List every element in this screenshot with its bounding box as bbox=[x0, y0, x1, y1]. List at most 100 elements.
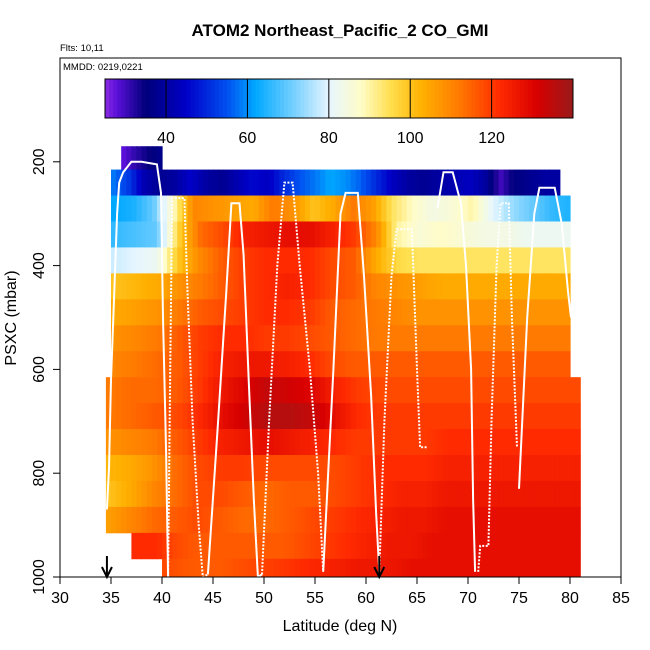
heat-cell bbox=[131, 169, 138, 196]
heat-cell bbox=[274, 480, 280, 508]
heat-cell bbox=[243, 377, 250, 404]
colorbar-swatch bbox=[316, 79, 322, 118]
colorbar-swatch bbox=[454, 79, 460, 118]
heat-cell bbox=[371, 506, 377, 534]
heat-cell bbox=[391, 480, 398, 508]
heat-cell bbox=[172, 377, 178, 404]
heat-cell bbox=[136, 377, 143, 404]
heat-cell bbox=[396, 506, 403, 534]
heat-cell bbox=[121, 221, 127, 248]
heat-cell bbox=[524, 403, 530, 430]
heat-cell bbox=[427, 169, 433, 196]
colorbar-swatch bbox=[414, 79, 419, 118]
heat-cell bbox=[488, 480, 495, 508]
heat-cell bbox=[381, 506, 387, 534]
heat-cell bbox=[269, 455, 275, 482]
heat-cell bbox=[437, 455, 444, 482]
heat-cell bbox=[355, 403, 362, 430]
heat-cell bbox=[366, 247, 372, 274]
heat-cell bbox=[529, 403, 535, 430]
heat-cell bbox=[192, 532, 199, 560]
heat-cell bbox=[248, 273, 255, 300]
heat-cell bbox=[559, 377, 566, 404]
heat-cell bbox=[519, 480, 525, 508]
y-axis-label: PSXC (mbar) bbox=[3, 270, 20, 365]
heat-cell bbox=[401, 377, 408, 404]
heat-cell bbox=[447, 480, 454, 508]
heat-cell bbox=[207, 480, 214, 508]
heat-cell bbox=[238, 455, 245, 482]
heat-cell bbox=[172, 273, 178, 300]
heat-cell bbox=[177, 351, 183, 378]
heat-cell bbox=[243, 532, 250, 560]
x-tick-label: 35 bbox=[102, 590, 120, 607]
heat-cell bbox=[289, 325, 296, 352]
heat-cell bbox=[539, 506, 546, 534]
heat-cell bbox=[177, 247, 183, 274]
heat-cell bbox=[289, 506, 296, 534]
heat-cell bbox=[534, 429, 540, 456]
heat-cell bbox=[498, 325, 505, 352]
heat-cell bbox=[167, 403, 173, 430]
heat-cell bbox=[554, 169, 561, 196]
colorbar-swatch bbox=[381, 79, 387, 118]
heat-cell bbox=[156, 377, 163, 404]
heat-cell bbox=[473, 273, 479, 300]
heat-cell bbox=[105, 403, 112, 430]
heat-cell bbox=[202, 558, 209, 578]
heat-cell bbox=[534, 195, 540, 222]
heat-cell bbox=[253, 195, 260, 222]
heat-cell bbox=[172, 532, 178, 560]
heat-cell bbox=[309, 169, 316, 196]
heat-cell bbox=[111, 429, 117, 456]
flight-track-segment bbox=[477, 202, 518, 572]
heat-cell bbox=[462, 169, 469, 196]
heat-cell bbox=[473, 455, 479, 482]
heat-cell bbox=[411, 558, 418, 578]
heat-cell bbox=[304, 169, 311, 196]
heat-cell bbox=[279, 195, 285, 222]
x-axis-label: Latitude (deg N) bbox=[283, 618, 398, 635]
heat-cell bbox=[381, 480, 387, 508]
heat-cell bbox=[432, 247, 438, 274]
heat-cell bbox=[473, 429, 479, 456]
heat-cell bbox=[258, 377, 265, 404]
heat-cell bbox=[401, 403, 408, 430]
heat-cell bbox=[366, 480, 372, 508]
heat-cell bbox=[253, 377, 260, 404]
heat-cell bbox=[223, 506, 229, 534]
heat-cell bbox=[427, 455, 433, 482]
heat-cell bbox=[376, 480, 382, 508]
colorbar-swatch bbox=[214, 79, 220, 118]
heat-cell bbox=[422, 480, 428, 508]
heat-cell bbox=[213, 480, 219, 508]
heat-cell bbox=[498, 377, 505, 404]
heat-cell bbox=[508, 403, 515, 430]
heat-cell bbox=[554, 429, 561, 456]
heat-cell bbox=[442, 403, 449, 430]
flight-track-segment bbox=[105, 160, 170, 578]
heat-cell bbox=[411, 351, 418, 378]
heat-cell bbox=[559, 351, 566, 378]
heat-cell bbox=[223, 221, 229, 248]
colorbar-tick-label: 60 bbox=[239, 130, 257, 147]
heat-cell bbox=[432, 532, 438, 560]
heat-cell bbox=[202, 455, 209, 482]
heat-cell bbox=[549, 299, 556, 326]
heat-cell bbox=[294, 377, 301, 404]
heat-cell bbox=[304, 403, 311, 430]
heat-cell bbox=[233, 480, 240, 508]
heat-cell bbox=[162, 247, 168, 274]
heat-cell bbox=[350, 195, 357, 222]
heat-cell bbox=[248, 506, 255, 534]
heat-cell bbox=[248, 403, 255, 430]
heat-cell bbox=[258, 455, 265, 482]
heat-cell bbox=[457, 377, 464, 404]
heat-cell bbox=[207, 455, 214, 482]
heat-cell bbox=[172, 480, 178, 508]
heat-cell bbox=[233, 455, 240, 482]
heat-cell bbox=[417, 532, 423, 560]
colorbar-swatch bbox=[105, 79, 110, 118]
heat-cell bbox=[417, 351, 423, 378]
